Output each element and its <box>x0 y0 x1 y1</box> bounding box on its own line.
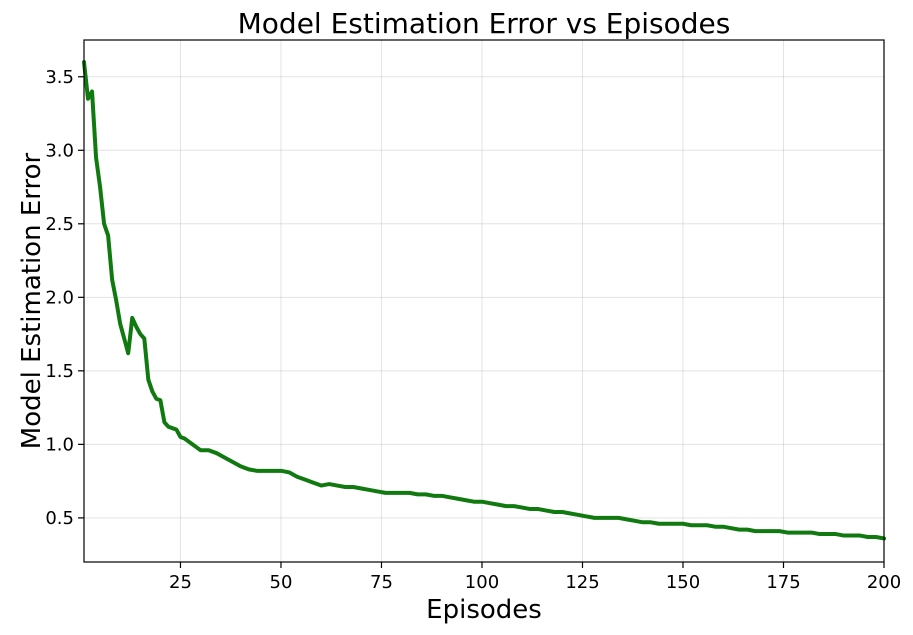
x-tick-label: 100 <box>465 572 499 593</box>
series-layer <box>82 60 886 541</box>
x-tick-label: 175 <box>766 572 800 593</box>
series-line <box>82 60 886 541</box>
y-axis-label: Model Estimation Error <box>17 152 47 449</box>
y-tick-label: 3.0 <box>45 140 74 161</box>
x-tick-label: 125 <box>565 572 599 593</box>
x-tick-label: 150 <box>666 572 700 593</box>
y-tick-label: 0.5 <box>45 508 74 529</box>
axis-ticks: 25 50 75 100 125 150 175 200 0.5 1.0 1.5 2.0 2.5 3.0 3… <box>45 67 901 593</box>
y-tick-label: 1.5 <box>45 361 74 382</box>
y-tick-label: 2.5 <box>45 214 74 235</box>
x-tick-label: 200 <box>867 572 901 593</box>
x-axis-label: Episodes <box>426 595 542 625</box>
x-tick-label: 25 <box>169 572 192 593</box>
grid <box>84 40 885 562</box>
y-tick-label: 3.5 <box>45 67 74 88</box>
x-tick-label: 75 <box>370 572 393 593</box>
chart-title: Model Estimation Error vs Episodes <box>238 7 731 40</box>
y-tick-label: 1.0 <box>45 434 74 455</box>
x-tick-label: 50 <box>270 572 293 593</box>
y-tick-label: 2.0 <box>45 287 74 308</box>
plot-frame <box>83 39 885 563</box>
